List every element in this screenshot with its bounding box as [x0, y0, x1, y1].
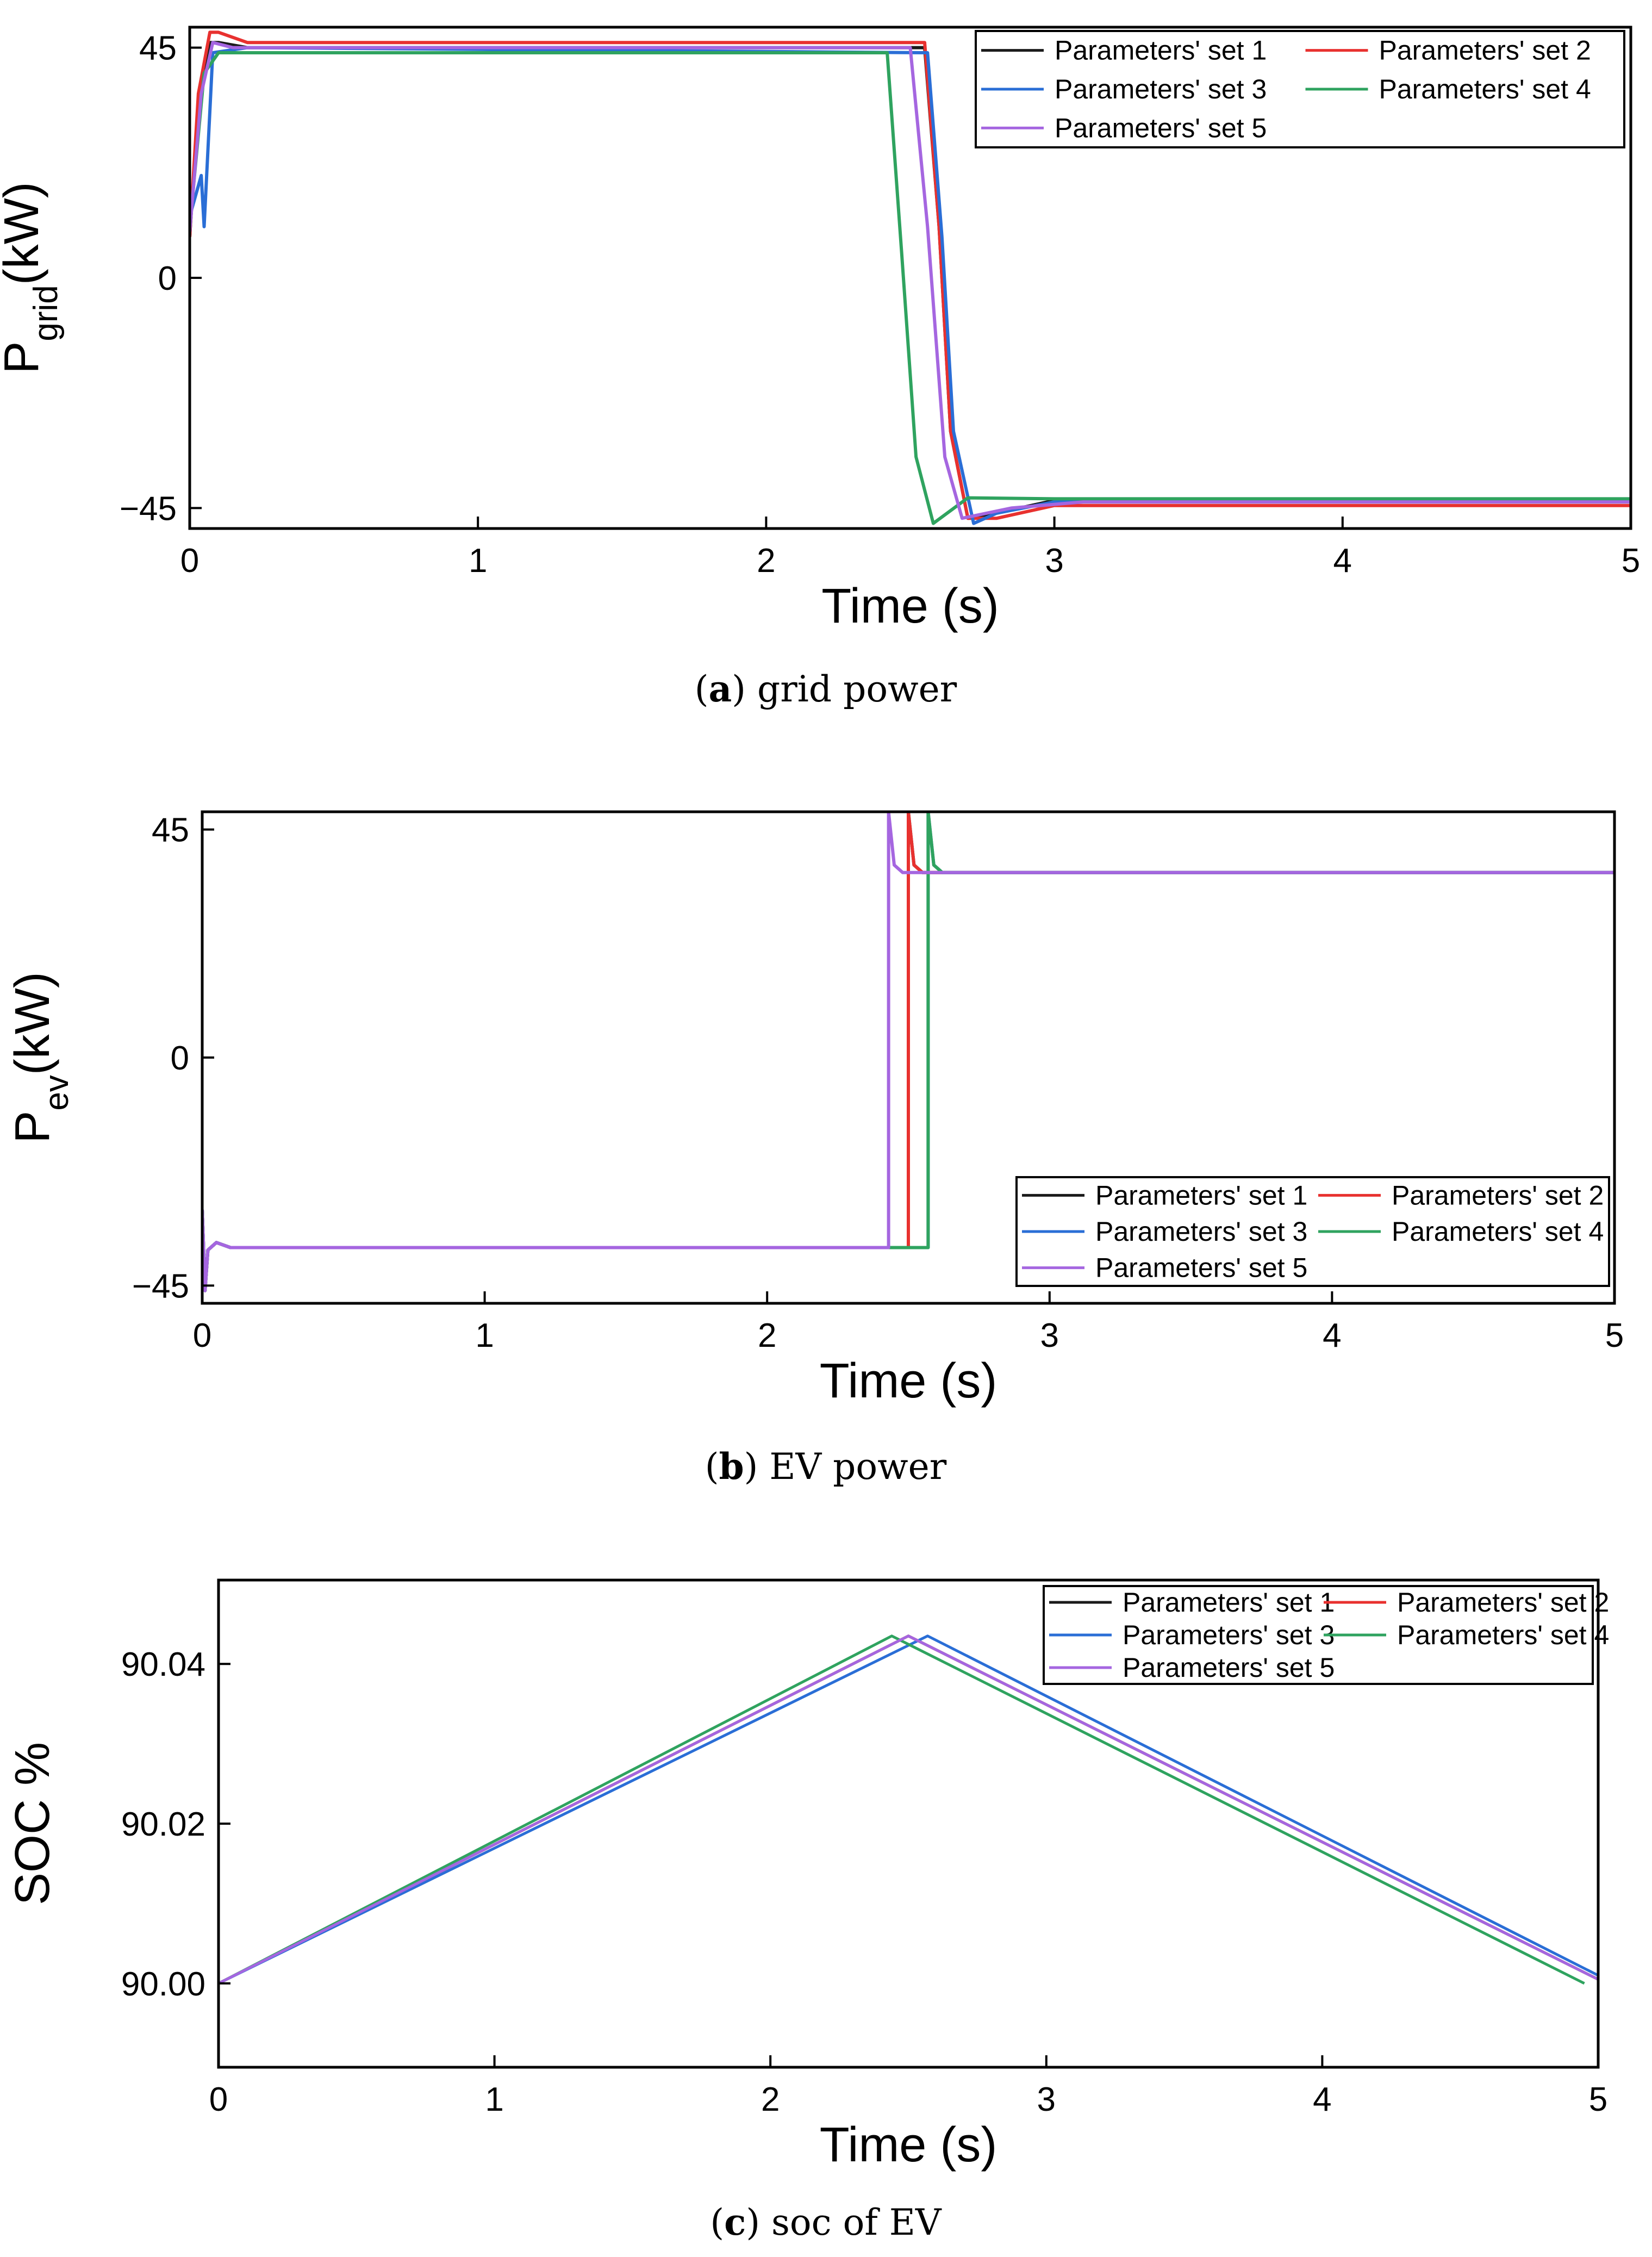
x-axis-title: Time (s) — [820, 1354, 998, 1408]
x-tick-label: 4 — [1333, 542, 1352, 580]
chart-c: 0 1 2 3 4 5 90.00 90.02 90.04 Time (s) SOC % Parame… — [5, 1578, 1609, 2243]
y-tick-label: 0 — [158, 260, 177, 297]
x-tick-label: 1 — [469, 542, 487, 580]
y-axis-title: SOC % — [5, 1742, 60, 1905]
legend-label: Parameters' set 1 — [1123, 1587, 1335, 1618]
caption: (a) grid power — [695, 668, 957, 710]
x-tick-label: 3 — [1037, 2081, 1056, 2118]
legend-label: Parameters' set 4 — [1397, 1620, 1609, 1650]
x-tick-label: 4 — [1323, 1317, 1341, 1354]
x-tick-label: 0 — [193, 1317, 211, 1354]
series-line-2 — [190, 30, 1631, 520]
x-tick-label: 2 — [761, 2081, 780, 2118]
x-tick-label: 5 — [1605, 1317, 1624, 1354]
series-group — [219, 1634, 1598, 1985]
x-tick-label: 3 — [1040, 1317, 1059, 1354]
series-line-1 — [219, 1634, 1598, 1985]
x-tick-label: 0 — [180, 542, 199, 580]
series-group — [190, 30, 1631, 525]
x-axis-title: Time (s) — [821, 579, 999, 633]
series-line-5 — [202, 812, 1614, 1292]
caption: (c) soc of EV — [710, 2201, 942, 2243]
y-tick-label: 90.04 — [121, 1646, 205, 1683]
series-line-3 — [190, 46, 1631, 525]
series-line-5 — [190, 41, 1631, 520]
legend-label: Parameters' set 2 — [1392, 1180, 1604, 1210]
y-tick-label: 90.00 — [121, 1966, 205, 2003]
series-line-4 — [219, 1634, 1585, 1985]
legend-box — [975, 30, 1625, 148]
y-tick-label: −45 — [132, 1267, 189, 1305]
series-group — [202, 812, 1614, 1292]
x-tick-label: 0 — [209, 2081, 228, 2118]
legend-box — [1015, 1176, 1610, 1287]
x-tick-label: 4 — [1313, 2081, 1331, 2118]
y-axis-title: Pgrid(kW) — [0, 182, 65, 374]
y-tick-label: −45 — [120, 490, 177, 527]
legend-label: Parameters' set 5 — [1123, 1652, 1335, 1683]
legend: Parameters' set 1 Parameters' set 2 Parame… — [1015, 1176, 1610, 1287]
x-tick-label: 5 — [1589, 2081, 1607, 2118]
legend: Parameters' set 1 Parameters' set 2Parame… — [1043, 1585, 1609, 1685]
y-axis-title: Pev(kW) — [5, 972, 76, 1143]
legend-label: Parameters' set 2 — [1397, 1587, 1609, 1618]
legend-box — [1043, 1585, 1594, 1685]
y-tick-label: 90.02 — [121, 1806, 205, 1843]
x-tick-label: 2 — [758, 1317, 776, 1354]
series-line-4 — [190, 51, 1631, 525]
series-line-2 — [219, 1634, 1598, 1985]
legend-label: Parameters' set 5 — [1055, 113, 1267, 143]
legend: Parameters' set 1 Parameters' set 2 Parame… — [975, 30, 1625, 148]
legend-label: Parameters' set 3 — [1055, 74, 1267, 104]
legend-label: Parameters' set 3 — [1123, 1620, 1335, 1650]
x-axis-title: Time (s) — [820, 2118, 998, 2172]
legend-label: Parameters' set 1 — [1055, 35, 1267, 66]
x-tick-label: 2 — [757, 542, 775, 580]
legend-label: Parameters' set 4 — [1379, 74, 1591, 104]
legend-label: Parameters' set 5 — [1095, 1253, 1307, 1283]
y-tick-label: 0 — [171, 1040, 189, 1077]
series-line-3 — [219, 1634, 1598, 1985]
legend-label: Parameters' set 3 — [1095, 1216, 1307, 1247]
y-tick-label: 45 — [139, 30, 177, 67]
series-line-5 — [219, 1634, 1598, 1985]
legend-label: Parameters' set 4 — [1392, 1216, 1604, 1247]
x-tick-label: 3 — [1045, 542, 1063, 580]
legend-label: Parameters' set 2 — [1379, 35, 1591, 66]
x-tick-label: 1 — [485, 2081, 503, 2118]
x-tick-label: 1 — [475, 1317, 494, 1354]
caption: (b) EV power — [705, 1445, 947, 1488]
x-tick-label: 5 — [1622, 542, 1640, 580]
y-tick-label: 45 — [152, 812, 189, 849]
legend-label: Parameters' set 1 — [1095, 1180, 1307, 1210]
